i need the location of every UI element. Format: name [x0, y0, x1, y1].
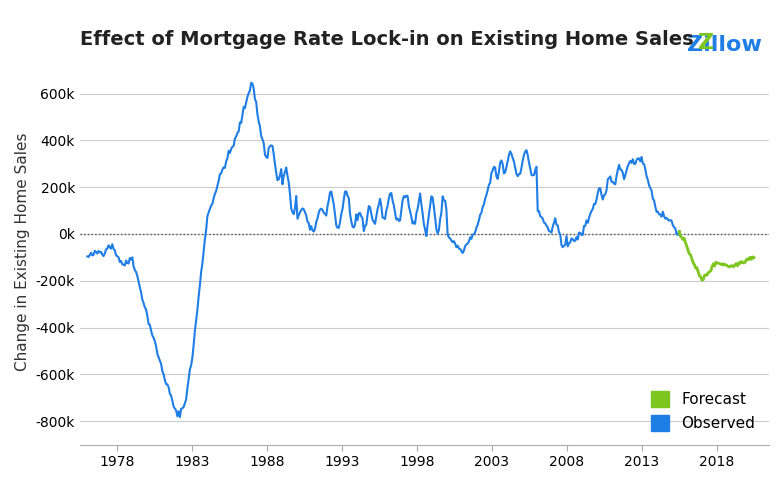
Text: Zillow: Zillow	[688, 35, 762, 55]
Text: Z: Z	[698, 33, 714, 53]
Text: Effect of Mortgage Rate Lock-in on Existing Home Sales: Effect of Mortgage Rate Lock-in on Exist…	[80, 30, 693, 48]
Legend: Forecast, Observed: Forecast, Observed	[644, 385, 761, 437]
Y-axis label: Change in Existing Home Sales: Change in Existing Home Sales	[15, 132, 30, 371]
